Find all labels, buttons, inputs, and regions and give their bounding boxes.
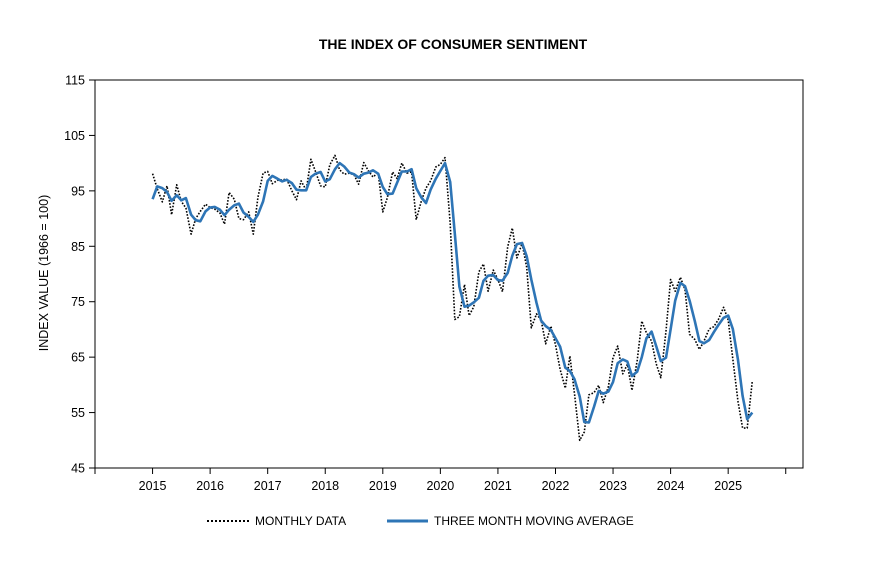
x-tick-label: 2020 bbox=[426, 479, 454, 493]
x-tick-label: 2018 bbox=[311, 479, 339, 493]
x-tick-label: 2019 bbox=[369, 479, 397, 493]
legend: MONTHLY DATA THREE MONTH MOVING AVERAGE bbox=[207, 514, 634, 528]
y-tick-label: 105 bbox=[64, 129, 85, 143]
legend-label-monthly: MONTHLY DATA bbox=[255, 514, 346, 528]
y-tick-label: 75 bbox=[71, 295, 85, 309]
series-line-moving-average bbox=[151, 161, 754, 424]
x-tick-label: 2024 bbox=[657, 479, 685, 493]
legend-label-moving-average: THREE MONTH MOVING AVERAGE bbox=[434, 514, 634, 528]
y-tick-label: 45 bbox=[71, 462, 85, 476]
series-line-monthly bbox=[151, 154, 754, 442]
chart-title: THE INDEX OF CONSUMER SENTIMENT bbox=[319, 36, 588, 52]
y-tick-label: 55 bbox=[71, 406, 85, 420]
x-tick-label: 2015 bbox=[139, 479, 167, 493]
x-tick-label: 2022 bbox=[542, 479, 570, 493]
plot-area-frame bbox=[94, 79, 804, 469]
x-axis: 2015 2016 2017 2018 2019 2020 2021 2022 2023 2024… bbox=[94, 468, 787, 493]
y-tick-label: 85 bbox=[71, 240, 85, 254]
x-tick-label: 2021 bbox=[484, 479, 512, 493]
y-tick-label: 65 bbox=[71, 351, 85, 365]
x-tick-label: 2016 bbox=[196, 479, 224, 493]
x-tick-label: 2025 bbox=[714, 479, 742, 493]
series-group bbox=[151, 154, 754, 442]
y-tick-label: 95 bbox=[71, 184, 85, 198]
y-axis-label: INDEX VALUE (1966 = 100) bbox=[37, 195, 51, 351]
x-tick-label: 2023 bbox=[599, 479, 627, 493]
y-tick-label: 115 bbox=[65, 74, 85, 88]
y-axis: 45 55 65 75 85 95 105 115 bbox=[64, 74, 95, 476]
x-tick-label: 2017 bbox=[254, 479, 282, 493]
